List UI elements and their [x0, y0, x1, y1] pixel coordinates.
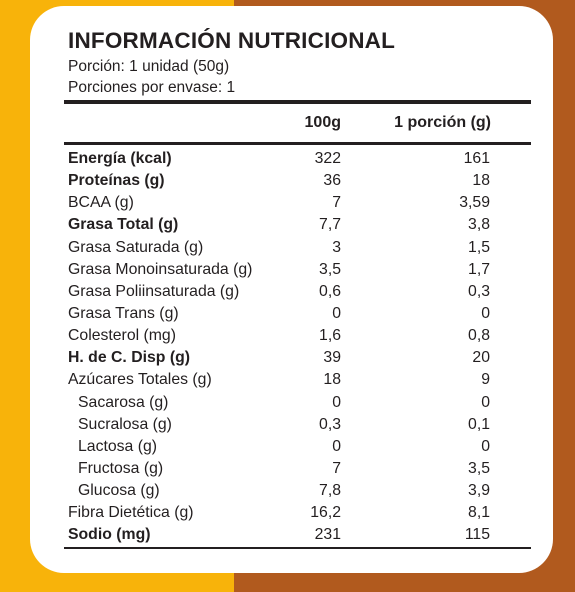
- nutrient-label: Colesterol (mg): [68, 327, 176, 345]
- portion-size: Porción: 1 unidad (50g): [68, 58, 230, 75]
- value-per-100g: 7: [332, 194, 341, 212]
- panel-title: INFORMACIÓN NUTRICIONAL: [68, 28, 396, 53]
- value-per-portion: 115: [464, 526, 490, 544]
- value-per-100g: 3,5: [319, 260, 341, 278]
- value-per-100g: 0: [332, 393, 341, 411]
- value-per-100g: 231: [314, 526, 341, 544]
- value-per-portion: 3,8: [468, 216, 490, 234]
- table-row: Fructosa (g) 7 3,5: [0, 458, 575, 480]
- nutrient-label: Sacarosa (g): [78, 393, 169, 411]
- table-row: Fibra Dietética (g) 16,2 8,1: [0, 502, 575, 524]
- value-per-portion: 18: [472, 172, 490, 190]
- table-row: Azúcares Totales (g) 18 9: [0, 369, 575, 391]
- value-per-portion: 0,8: [468, 327, 490, 345]
- value-per-100g: 0,3: [319, 415, 341, 433]
- table-row: BCAA (g) 7 3,59: [0, 192, 575, 214]
- nutrition-table: Energía (kcal) 322 161 Proteínas (g) 36 18 BCA…: [0, 148, 575, 547]
- value-per-portion: 1,5: [468, 238, 490, 256]
- value-per-100g: 0: [332, 437, 341, 455]
- bottom-divider: [64, 547, 531, 549]
- value-per-portion: 0: [481, 393, 490, 411]
- nutrient-label: Glucosa (g): [78, 482, 160, 500]
- nutrient-label: Energía (kcal): [68, 150, 172, 167]
- value-per-portion: 3,59: [459, 194, 490, 212]
- nutrient-label: Grasa Saturada (g): [68, 238, 204, 256]
- value-per-100g: 7,7: [319, 216, 341, 234]
- table-row: Sodio (mg) 231 115: [0, 524, 575, 546]
- value-per-100g: 7: [332, 459, 341, 477]
- value-per-portion: 8,1: [468, 504, 490, 522]
- table-row: Lactosa (g) 0 0: [0, 436, 575, 458]
- nutrient-label: Lactosa (g): [78, 437, 158, 455]
- value-per-portion: 3,9: [468, 482, 490, 500]
- value-per-portion: 3,5: [468, 459, 490, 477]
- header-divider: [64, 100, 531, 104]
- value-per-100g: 39: [323, 349, 341, 367]
- table-row: Grasa Total (g) 7,7 3,8: [0, 214, 575, 236]
- value-per-100g: 322: [314, 150, 341, 167]
- table-row: Sucralosa (g) 0,3 0,1: [0, 414, 575, 436]
- value-per-portion: 0: [481, 304, 490, 322]
- nutrient-label: Fructosa (g): [78, 459, 164, 477]
- columns-divider: [64, 142, 531, 145]
- value-per-100g: 1,6: [319, 327, 341, 345]
- table-row: Grasa Poliinsaturada (g) 0,6 0,3: [0, 281, 575, 303]
- value-per-100g: 3: [332, 238, 341, 256]
- nutrient-label: Proteínas (g): [68, 172, 165, 190]
- nutrient-label: Grasa Poliinsaturada (g): [68, 282, 240, 300]
- table-row: Proteínas (g) 36 18: [0, 170, 575, 192]
- table-row: Grasa Trans (g) 0 0: [0, 303, 575, 325]
- value-per-portion: 161: [463, 150, 490, 167]
- value-per-100g: 16,2: [310, 504, 341, 522]
- table-row: Grasa Monoinsaturada (g) 3,5 1,7: [0, 259, 575, 281]
- table-row: H. de C. Disp (g) 39 20: [0, 347, 575, 369]
- table-row: Colesterol (mg) 1,6 0,8: [0, 325, 575, 347]
- value-per-portion: 0,3: [468, 282, 490, 300]
- table-row: Glucosa (g) 7,8 3,9: [0, 480, 575, 502]
- nutrient-label: H. de C. Disp (g): [68, 349, 190, 367]
- value-per-portion: 9: [481, 371, 490, 389]
- nutrient-label: Grasa Trans (g): [68, 304, 179, 322]
- value-per-100g: 7,8: [319, 482, 341, 500]
- column-header-portion: 1 porción (g): [394, 114, 491, 131]
- nutrient-label: BCAA (g): [68, 194, 134, 212]
- nutrient-label: Grasa Monoinsaturada (g): [68, 260, 253, 278]
- nutrient-label: Azúcares Totales (g): [68, 371, 212, 389]
- nutrient-label: Fibra Dietética (g): [68, 504, 194, 522]
- value-per-100g: 36: [323, 172, 341, 190]
- value-per-portion: 1,7: [468, 260, 490, 278]
- nutrient-label: Grasa Total (g): [68, 216, 179, 234]
- value-per-100g: 18: [323, 371, 341, 389]
- table-row: Grasa Saturada (g) 3 1,5: [0, 237, 575, 259]
- value-per-portion: 0: [481, 437, 490, 455]
- value-per-portion: 20: [472, 349, 490, 367]
- portions-per-pack: Porciones por envase: 1: [68, 79, 236, 96]
- column-header-100g: 100g: [304, 114, 341, 131]
- table-row: Sacarosa (g) 0 0: [0, 392, 575, 414]
- value-per-100g: 0: [332, 304, 341, 322]
- value-per-100g: 0,6: [319, 282, 341, 300]
- nutrient-label: Sodio (mg): [68, 526, 151, 544]
- value-per-portion: 0,1: [468, 415, 490, 433]
- table-row: Energía (kcal) 322 161: [0, 148, 575, 170]
- nutrient-label: Sucralosa (g): [78, 415, 172, 433]
